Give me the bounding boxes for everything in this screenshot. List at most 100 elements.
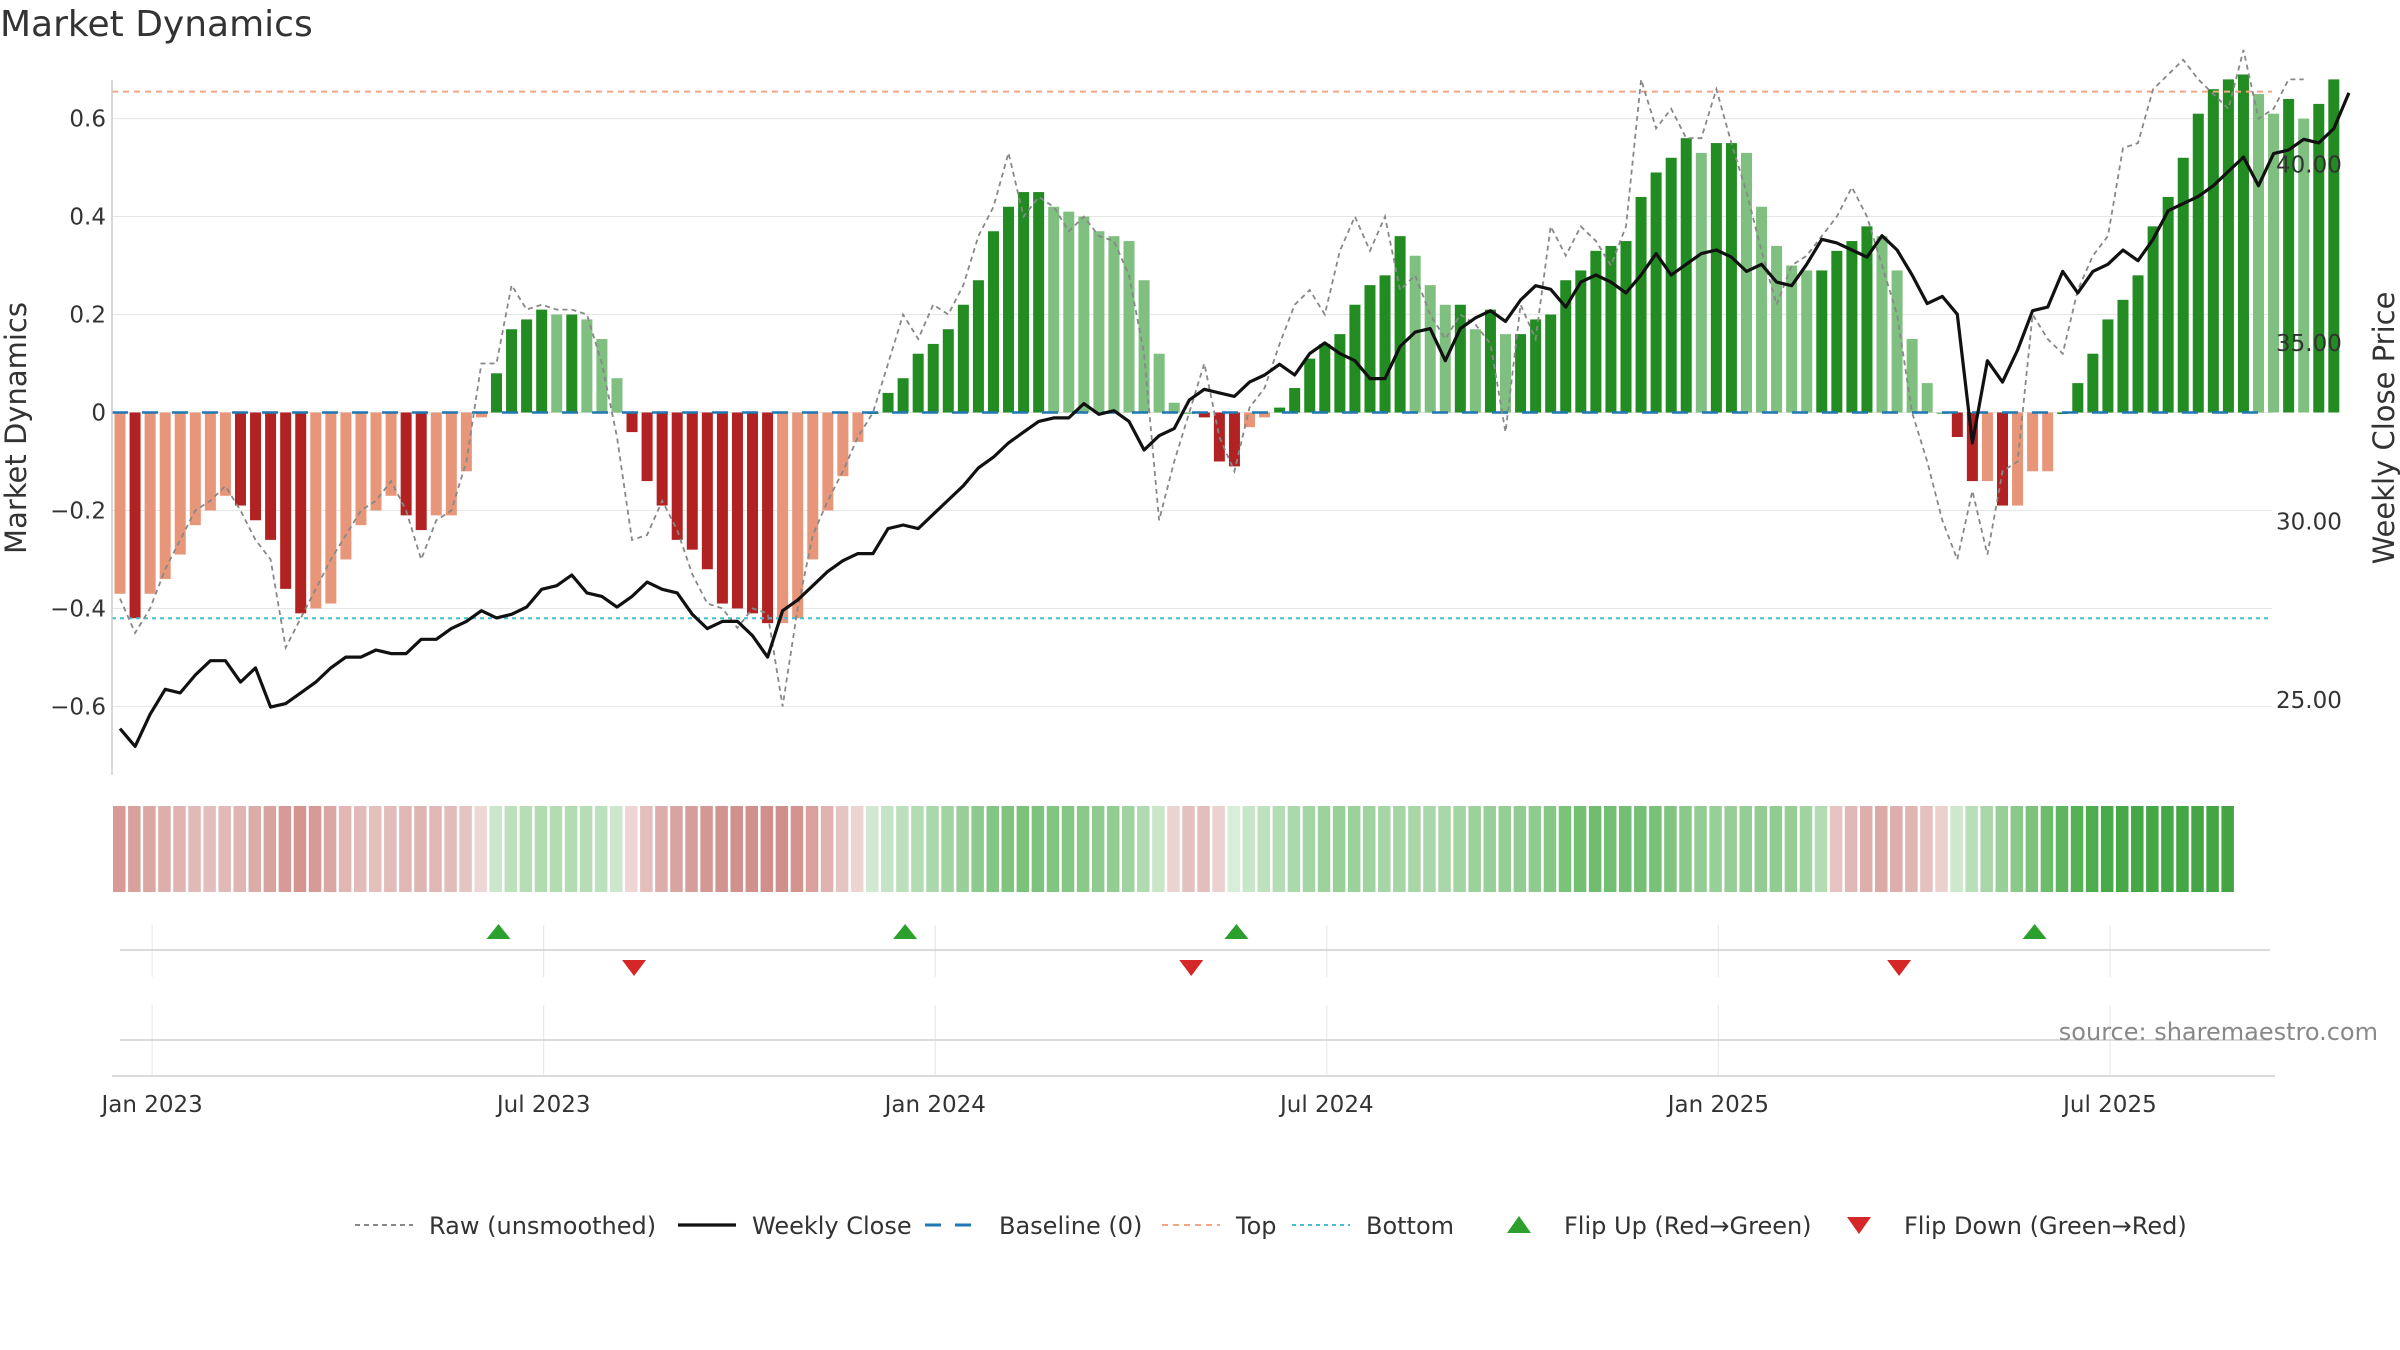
dynamics-bar bbox=[159, 412, 171, 580]
heat-cell bbox=[1784, 806, 1798, 892]
heat-cell bbox=[1799, 806, 1813, 892]
heat-cell bbox=[730, 806, 743, 892]
heat-cell bbox=[1212, 806, 1225, 892]
dynamics-bar bbox=[1213, 412, 1225, 462]
heat-cell bbox=[1393, 806, 1406, 892]
dynamics-bar bbox=[1740, 152, 1752, 413]
right-tick-label: 35.00 bbox=[2276, 331, 2342, 357]
heat-cell bbox=[2025, 806, 2039, 892]
dynamics-bar bbox=[2102, 319, 2114, 413]
heat-cell bbox=[1769, 806, 1783, 892]
heat-cell bbox=[278, 806, 292, 892]
heat-cell bbox=[1649, 806, 1662, 892]
dynamics-bar bbox=[1695, 152, 1707, 413]
legend-label: Bottom bbox=[1366, 1212, 1454, 1240]
heat-cell bbox=[1588, 806, 1602, 892]
dynamics-bar bbox=[792, 412, 804, 619]
dynamics-bar bbox=[882, 392, 894, 413]
dynamics-bar bbox=[1319, 343, 1331, 413]
heat-cell bbox=[866, 806, 879, 892]
heat-cell bbox=[218, 806, 231, 892]
dynamics-bar bbox=[1108, 236, 1120, 413]
heat-cell bbox=[1935, 806, 1948, 892]
right-axis-label: Weekly Close Price bbox=[2367, 292, 2400, 565]
dynamics-bar bbox=[2298, 118, 2310, 413]
heat-cell bbox=[384, 806, 397, 892]
heat-cell bbox=[1829, 806, 1843, 892]
heat-cell bbox=[263, 806, 277, 892]
raw-series-line bbox=[119, 49, 2304, 707]
dynamics-bar bbox=[144, 412, 156, 594]
heat-cell bbox=[715, 806, 728, 892]
dynamics-bar bbox=[1484, 309, 1496, 413]
dynamics-bar bbox=[566, 314, 578, 413]
dynamics-bar bbox=[1530, 319, 1542, 413]
axes-layer: 0.6 0.4 0.2 0 −0.2 −0.4 −0.6 40.00 35.00 30.00 25.… bbox=[50, 80, 2342, 1118]
heat-cell bbox=[369, 806, 382, 892]
dynamics-bar bbox=[686, 412, 698, 550]
heat-cell bbox=[2010, 806, 2024, 892]
dynamics-bar bbox=[2117, 299, 2129, 413]
dynamics-bar bbox=[174, 412, 186, 555]
heat-cell bbox=[2146, 806, 2159, 892]
heat-cell bbox=[158, 806, 171, 892]
left-tick-label: 0.2 bbox=[69, 303, 106, 329]
dynamics-bar bbox=[295, 412, 307, 614]
heat-cell bbox=[188, 806, 201, 892]
dynamics-bar bbox=[1590, 250, 1602, 413]
heat-cell bbox=[2115, 806, 2129, 892]
heat-cell bbox=[233, 806, 246, 892]
heat-cell bbox=[143, 806, 156, 892]
heat-cell bbox=[1347, 806, 1361, 892]
dynamics-bar bbox=[1424, 285, 1436, 413]
dynamics-bar bbox=[1093, 231, 1105, 413]
heat-cell bbox=[1378, 806, 1391, 892]
x-tick-label: Jan 2025 bbox=[1666, 1092, 1769, 1118]
heat-cell bbox=[474, 806, 487, 892]
dynamics-bar bbox=[2237, 74, 2249, 413]
dynamics-bar bbox=[1951, 412, 1963, 437]
x-tick-label: Jul 2023 bbox=[495, 1092, 591, 1118]
dynamics-bar bbox=[2072, 383, 2084, 413]
heat-cell bbox=[1995, 806, 2008, 892]
heat-cell bbox=[429, 806, 442, 892]
heat-cell bbox=[1453, 806, 1466, 892]
dynamics-bar bbox=[852, 412, 864, 442]
dynamics-bar bbox=[1620, 241, 1632, 413]
heat-cell bbox=[1001, 806, 1015, 892]
legend-label: Flip Up (Red→Green) bbox=[1564, 1212, 1812, 1240]
dynamics-bar bbox=[2012, 412, 2024, 506]
dynamics-bar bbox=[385, 412, 397, 496]
dynamics-bar bbox=[415, 412, 427, 531]
heat-cell bbox=[1498, 806, 1512, 892]
heat-cell bbox=[896, 806, 909, 892]
dynamics-bar bbox=[1334, 334, 1346, 413]
heat-cell bbox=[1890, 806, 1903, 892]
heat-cell bbox=[1091, 806, 1105, 892]
dynamics-bar bbox=[641, 412, 653, 482]
dynamics-bar bbox=[1861, 226, 1873, 413]
left-tick-label: 0.4 bbox=[69, 205, 106, 231]
dynamics-bar bbox=[265, 412, 277, 540]
dynamics-bar bbox=[656, 412, 668, 506]
heat-cell bbox=[1814, 806, 1828, 892]
dynamics-bar bbox=[1379, 275, 1391, 413]
dynamics-bar bbox=[1304, 358, 1316, 413]
dynamics-bar bbox=[1183, 412, 1195, 414]
heat-cell bbox=[1859, 806, 1873, 892]
dynamics-bar bbox=[987, 231, 999, 413]
dynamics-bar bbox=[822, 412, 834, 511]
heat-cell bbox=[1679, 806, 1692, 892]
dynamics-bar bbox=[1650, 172, 1662, 413]
dynamics-bar bbox=[1033, 192, 1045, 413]
dynamics-bar bbox=[430, 412, 442, 516]
right-tick-label: 40.00 bbox=[2276, 152, 2342, 178]
heat-cell bbox=[1061, 806, 1075, 892]
dynamics-bar bbox=[2328, 79, 2340, 413]
left-axis-label: Market Dynamics bbox=[0, 302, 33, 554]
dynamics-bar bbox=[2253, 94, 2265, 413]
dynamics-bar bbox=[1997, 412, 2008, 506]
heat-cell bbox=[203, 806, 216, 892]
dynamics-bar bbox=[1575, 270, 1587, 413]
